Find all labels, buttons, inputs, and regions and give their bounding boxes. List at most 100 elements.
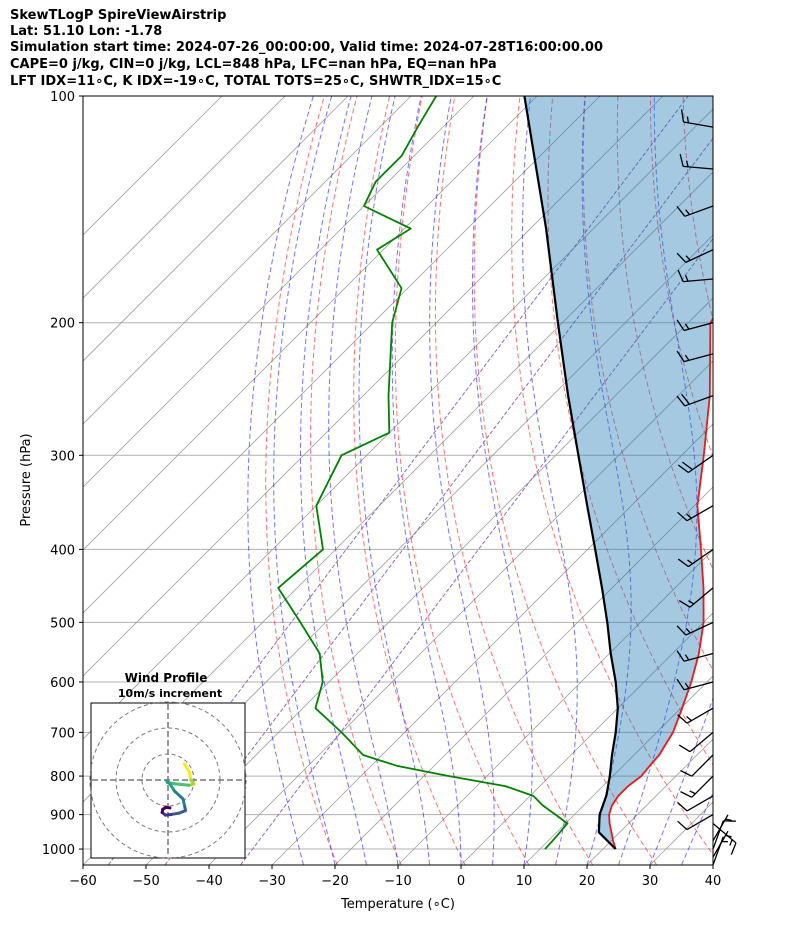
hodograph-title: Wind Profile [125, 671, 208, 685]
wind-barb-flag [730, 842, 737, 855]
y-tick-label: 700 [50, 726, 75, 741]
chart-time-line: Simulation start time: 2024-07-26_00:00:… [10, 40, 603, 55]
mixing-ratio-line [107, 96, 689, 865]
y-tick-label: 400 [50, 543, 75, 558]
dry-adiabat-line [310, 96, 402, 865]
dry-adiabat-line [547, 96, 713, 766]
wind-barb-half-flag [685, 209, 691, 215]
wind-barb [679, 153, 714, 170]
wind-barb-half-flag [687, 559, 693, 565]
chart-cape-line: CAPE=0 j/kg, CIN=0 j/kg, LCL=848 hPa, LF… [10, 57, 497, 72]
moist-adiabat-line [745, 96, 794, 865]
x-tick-label: 30 [642, 874, 659, 889]
wind-barb [712, 823, 737, 855]
wind-barb-flag [676, 350, 685, 362]
wind-barb-half-flag [725, 818, 732, 822]
wind-barb-staff [691, 754, 714, 777]
wind-barb [680, 754, 714, 777]
x-tick-label: −50 [132, 874, 159, 889]
mixing-ratio-line [164, 137, 713, 865]
wind-barb-flag [677, 714, 688, 724]
dry-adiabat-line [511, 96, 713, 856]
hodograph-inset: Wind Profile 10m/s increment [89, 671, 247, 859]
isotherm-line [523, 675, 713, 865]
wind-barb-flag [677, 558, 689, 568]
parcel-profile-line [523, 96, 619, 850]
wind-barb [676, 678, 714, 691]
isotherm-line [83, 108, 713, 740]
isotherm-line [83, 96, 349, 362]
wind-barb-staff [686, 814, 714, 831]
y-tick-label: 600 [50, 676, 75, 691]
x-tick-label: −10 [384, 874, 411, 889]
moist-adiabat-line [358, 96, 430, 865]
wind-barb-half-flag [686, 116, 690, 123]
moist-adiabat-line [522, 96, 578, 865]
wind-barb [712, 814, 732, 842]
chart-location-line: Lat: 51.10 Lon: -1.78 [10, 24, 163, 39]
wind-barb-half-flag [684, 275, 689, 282]
wind-barb-flag [677, 464, 689, 474]
dry-adiabat-line [473, 96, 658, 865]
wind-barb [677, 814, 714, 831]
wind-barb-flag [679, 153, 684, 167]
wind-barb-flag [678, 744, 691, 753]
wind-barb [676, 350, 714, 363]
isotherm-line [334, 486, 713, 865]
moist-adiabat-line [618, 96, 698, 865]
wind-barb-flag [676, 395, 686, 407]
isotherm-line [83, 96, 601, 614]
x-tick-label: −30 [258, 874, 285, 889]
isotherm-line [397, 549, 713, 865]
moist-adiabat-line [712, 863, 713, 865]
background-reference-lines [83, 96, 794, 865]
wind-barb-half-flag [729, 839, 733, 846]
moist-adiabat-line [681, 791, 713, 865]
hodograph-segment [173, 789, 185, 801]
y-tick-label: 200 [50, 317, 75, 332]
isotherm-line [460, 612, 713, 865]
wind-barb-flag [676, 319, 685, 331]
wind-barb-flag [676, 625, 687, 636]
wind-barb [678, 731, 714, 753]
temperature-line [608, 316, 713, 850]
y-tick-label: 1000 [42, 843, 75, 858]
isotherm-line [83, 96, 538, 551]
wind-barb-staff [686, 795, 714, 812]
wind-barb [676, 650, 714, 662]
dry-adiabat-line [434, 96, 594, 865]
wind-barb-staff [689, 731, 714, 753]
wind-barb-half-flag [685, 627, 691, 634]
isotherm-line [83, 96, 664, 677]
wind-barb-flag [676, 252, 687, 263]
x-tick-label: 40 [705, 874, 722, 889]
wind-barb-flag [680, 791, 693, 798]
mixing-ratio-line [240, 237, 713, 865]
wind-barb-half-flag [684, 682, 690, 689]
moist-adiabat-line [472, 96, 533, 865]
wind-barb [677, 454, 714, 474]
x-tick-label: −40 [195, 874, 222, 889]
wind-barb-flag [677, 802, 688, 812]
isotherm-line [271, 423, 713, 865]
dewpoint-line [277, 96, 569, 850]
wind-barb-flag [677, 820, 688, 831]
wind-barb-flag [676, 205, 686, 217]
moist-adiabat-line [429, 96, 495, 865]
moist-adiabat-line [581, 96, 632, 865]
wind-barb [676, 319, 714, 332]
moist-adiabat-line [247, 96, 314, 865]
x-tick-label: −60 [69, 874, 96, 889]
wind-barb-half-flag [685, 160, 689, 167]
wind-barb [677, 795, 714, 812]
wind-barbs [676, 109, 737, 866]
dry-adiabat-line [394, 96, 530, 865]
chart-index-line: LFT IDX=11∘C, K IDX=-19∘C, TOTAL TOTS=25… [10, 74, 502, 89]
wind-barb-half-flag [688, 600, 695, 605]
dry-adiabat-line [582, 96, 713, 672]
wind-barb-flag [677, 269, 684, 282]
isotherm-line [83, 96, 223, 236]
axis-ticks: −60 −50 −40 −30 −20 −10 0 10 20 30 40 100 200 300 400 5… [42, 90, 721, 889]
moist-adiabat-line [649, 696, 713, 865]
